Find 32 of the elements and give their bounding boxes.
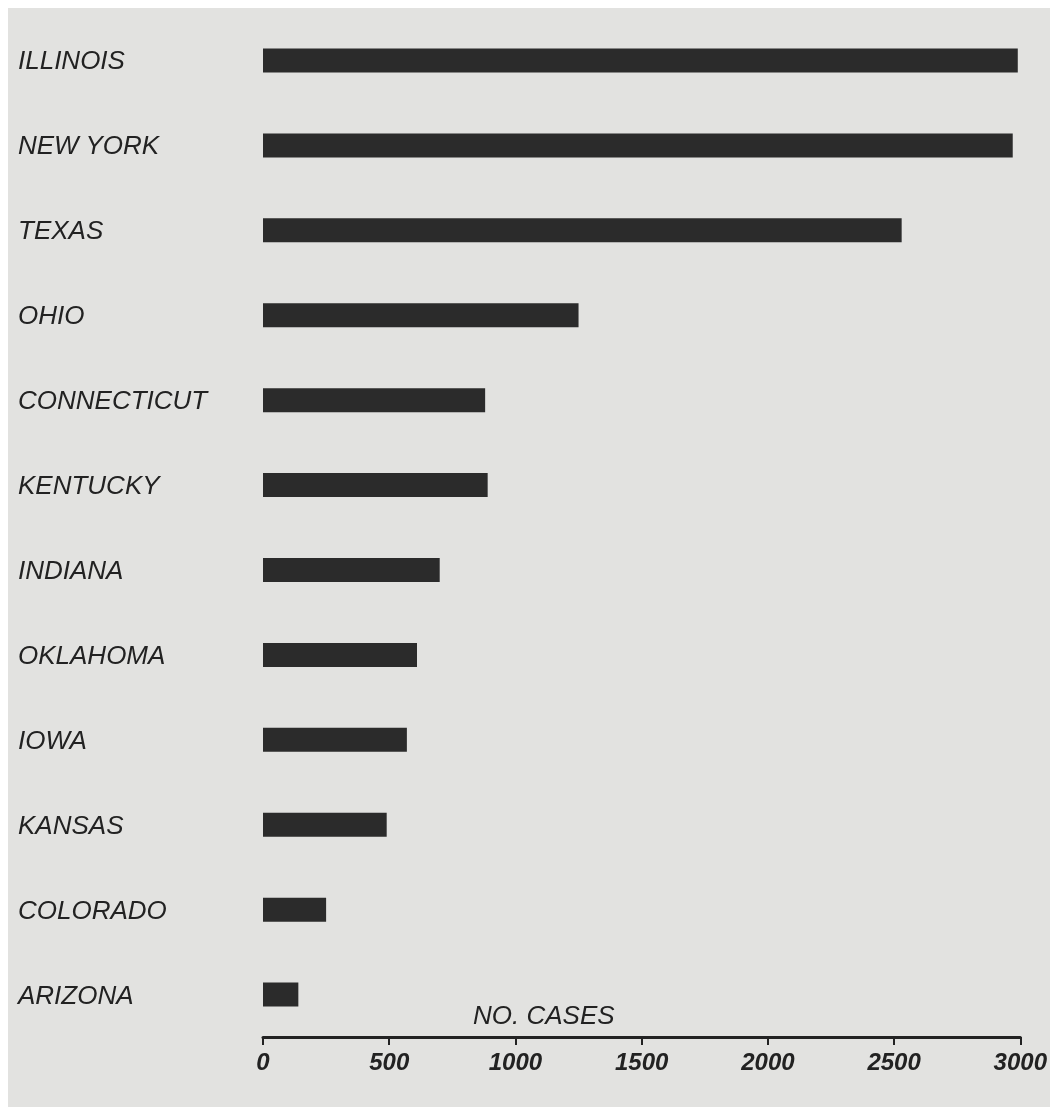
bar bbox=[263, 133, 1013, 158]
x-tick-label: 500 bbox=[369, 1047, 410, 1075]
bar bbox=[263, 557, 440, 582]
y-tick-label: ARIZONA bbox=[16, 979, 134, 1010]
y-tick-label: OHIO bbox=[18, 300, 85, 331]
x-tick-label: 0 bbox=[256, 1047, 271, 1075]
y-tick-label: INDIANA bbox=[18, 554, 124, 585]
bar bbox=[263, 388, 486, 413]
y-tick-label: ILLINOIS bbox=[18, 45, 126, 76]
bar bbox=[263, 642, 417, 667]
bar bbox=[263, 897, 327, 922]
x-axis-title: NO. CASES bbox=[473, 1000, 616, 1030]
bar bbox=[263, 48, 1018, 73]
y-tick-label: OKLAHOMA bbox=[18, 639, 166, 670]
y-tick-label: IOWA bbox=[18, 724, 87, 755]
x-tick-label: 2000 bbox=[740, 1047, 796, 1075]
y-tick-label: COLORADO bbox=[18, 894, 167, 925]
y-tick-label: KENTUCKY bbox=[18, 470, 162, 501]
x-tick-label: 1000 bbox=[488, 1047, 543, 1075]
x-tick-label: 1500 bbox=[614, 1047, 669, 1075]
y-tick-label: KANSAS bbox=[18, 809, 125, 840]
y-tick-label: NEW YORK bbox=[18, 130, 161, 161]
y-tick-label: CONNECTICUT bbox=[18, 385, 210, 416]
y-tick-label: TEXAS bbox=[18, 215, 104, 246]
bar bbox=[263, 812, 387, 837]
x-tick-label: 3000 bbox=[993, 1047, 1048, 1075]
bar bbox=[263, 218, 902, 243]
bar bbox=[263, 303, 579, 328]
bar bbox=[263, 727, 407, 752]
x-tick-label: 2500 bbox=[866, 1047, 922, 1075]
bar bbox=[263, 473, 488, 498]
bar bbox=[263, 982, 299, 1007]
